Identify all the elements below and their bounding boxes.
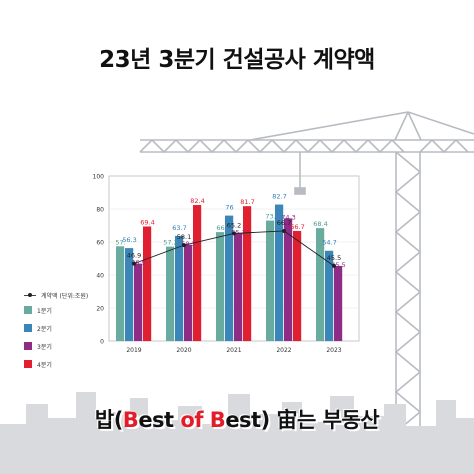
- total-point: [282, 228, 286, 233]
- banner-text: 宙: [276, 408, 298, 432]
- total-point: [332, 263, 336, 268]
- line-swatch: [24, 292, 36, 297]
- q1-swatch: [24, 306, 32, 314]
- legend-item-q4: 4분기: [24, 355, 88, 373]
- bar-value-label: 74.3: [281, 213, 295, 221]
- legend-item-line: 계약액 (단위:조원): [24, 289, 88, 301]
- bar-2023-q3: [334, 265, 343, 341]
- banner-text: est: [138, 408, 181, 432]
- total-value-label: 58.1: [177, 233, 191, 241]
- legend-label: 계약액 (단위:조원): [41, 292, 89, 300]
- bar-value-label: 82.7: [272, 193, 286, 201]
- banner-space: [203, 408, 210, 432]
- total-value-label: 46.9: [127, 252, 141, 260]
- x-tick-label: 2019: [126, 347, 141, 354]
- legend-label: 4분기: [37, 361, 52, 369]
- q3-swatch: [24, 342, 32, 350]
- bar-2023-q2: [325, 250, 334, 341]
- total-point: [182, 243, 186, 248]
- bar-2019-q2: [125, 248, 134, 341]
- bar-2019-q4: [143, 226, 152, 341]
- banner-red-letter: B: [209, 408, 226, 432]
- q4-swatch: [24, 360, 32, 368]
- bar-value-label: 57.: [115, 238, 125, 246]
- bar-2021-q2: [225, 215, 234, 341]
- x-tick-label: 2020: [176, 347, 191, 354]
- bar-value-label: 66.7: [290, 223, 304, 231]
- legend-label: 1분기: [37, 307, 52, 315]
- total-value-label: 45.5: [327, 254, 341, 262]
- legend-label: 2분기: [37, 325, 52, 333]
- bar-value-label: 63.7: [172, 224, 186, 232]
- total-value-label: 66.7: [277, 219, 291, 227]
- bar-value-label: 56.3: [122, 236, 136, 244]
- bar-value-label: 69.4: [140, 218, 154, 226]
- bar-value-label: 57.2: [163, 239, 177, 247]
- bar-2022-q1: [266, 220, 275, 341]
- bar-2022-q2: [275, 204, 284, 341]
- bar-2019-q1: [116, 246, 125, 341]
- bar-2020-q4: [193, 205, 202, 341]
- banner-title: 밥(Best of Best) 宙는 부동산: [0, 404, 474, 434]
- y-tick-label: 100: [93, 174, 105, 181]
- bar-2021-q1: [216, 232, 225, 341]
- y-tick-label: 60: [96, 240, 104, 247]
- bar-value-label: 76: [225, 204, 233, 212]
- bar-value-label: 45.5: [331, 261, 345, 269]
- page-title: 23년 3분기 건설공사 계약액: [99, 47, 375, 73]
- x-tick-label: 2021: [226, 347, 241, 354]
- x-tick-label: 2022: [276, 347, 291, 354]
- bar-value-label: 46.9: [131, 259, 145, 267]
- bar-2021-q4: [243, 206, 252, 341]
- bar-value-label: 81.7: [240, 198, 254, 206]
- q2-swatch: [24, 324, 32, 332]
- bar-value-label: 82.4: [190, 197, 204, 205]
- total-value-label: 65.2: [227, 221, 241, 229]
- bar-2021-q3: [234, 233, 243, 341]
- bar-value-label: 54.7: [322, 239, 336, 247]
- banner-red-letter: B: [122, 408, 139, 432]
- city-skyline: [0, 392, 474, 474]
- y-tick-label: 20: [96, 306, 104, 313]
- bar-value-label: 73.: [265, 213, 275, 221]
- bar-value-label: 66: [216, 224, 224, 232]
- bar-2023-q1: [316, 228, 325, 341]
- y-tick-label: 40: [96, 273, 104, 280]
- bar-2020-q2: [175, 235, 184, 341]
- banner-red-word: of: [180, 408, 203, 432]
- bar-2020-q3: [184, 244, 193, 341]
- banner-text: 는 부동산: [297, 408, 380, 432]
- banner-text: est): [225, 408, 277, 432]
- bar-value-label: 68.4: [313, 220, 327, 228]
- bar-value-label: 65.2: [231, 228, 245, 236]
- bar-2022-q4: [293, 230, 302, 341]
- bar-2019-q3: [134, 263, 143, 341]
- legend-item-q3: 3분기: [24, 337, 88, 355]
- y-tick-label: 80: [96, 207, 104, 214]
- legend-label: 3분기: [37, 343, 52, 351]
- y-tick-label: 0: [100, 339, 104, 346]
- total-point: [132, 261, 136, 266]
- bar-2020-q1: [166, 246, 175, 341]
- chart-legend: 계약액 (단위:조원) 1분기 2분기 3분기 4분기: [24, 289, 88, 373]
- total-point: [232, 231, 236, 236]
- legend-item-q1: 1분기: [24, 301, 88, 319]
- x-tick-label: 2023: [326, 347, 341, 354]
- legend-item-q2: 2분기: [24, 319, 88, 337]
- banner-text: 밥(: [94, 408, 123, 432]
- bar-2022-q3: [284, 218, 293, 341]
